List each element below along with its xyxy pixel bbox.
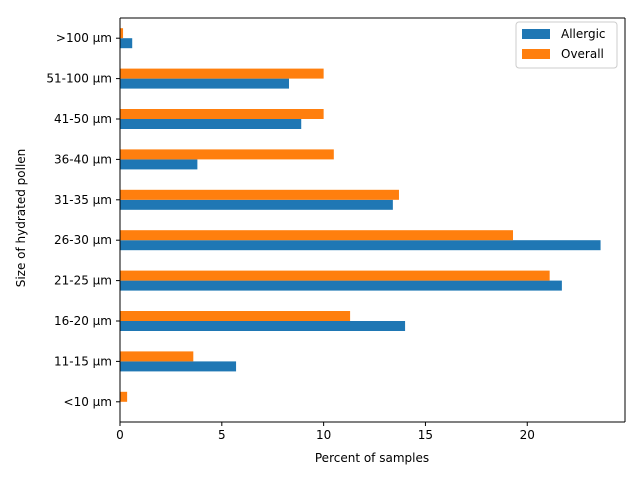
- bar-overall-9: [120, 28, 124, 39]
- bar-overall-3: [120, 270, 550, 281]
- x-ticks: 0 5 10 15 20: [116, 422, 535, 442]
- bar-overall-7: [120, 109, 324, 119]
- legend: Allergic Overall: [515, 21, 618, 69]
- y-tick-label: 41-50 µm: [54, 112, 112, 126]
- y-tick-label: <10 µm: [64, 395, 112, 409]
- y-tick-label: 36-40 µm: [54, 152, 112, 166]
- y-ticks: <10 µm 11-15 µm 16-20 µm 21-25 µm 26-30 µm 31…: [46, 31, 120, 409]
- x-tick-label: 20: [520, 428, 535, 442]
- legend-label-overall: Overall: [561, 47, 604, 61]
- bar-overall-8: [120, 68, 324, 79]
- bar-allergic-8: [120, 78, 290, 89]
- y-tick-label: >100 µm: [56, 31, 112, 45]
- bar-allergic-3: [120, 280, 562, 291]
- bar-overall-1: [120, 351, 194, 362]
- x-tick-label: 5: [218, 428, 226, 442]
- y-tick-label: 31-35 µm: [54, 193, 112, 207]
- legend-swatch-allergic: [522, 29, 550, 39]
- axes-layer: [119, 17, 626, 423]
- bar-overall-0: [120, 391, 128, 402]
- bar-allergic-6: [120, 159, 198, 170]
- y-tick-label: 11-15 µm: [54, 354, 112, 368]
- bar-overall-2: [120, 311, 351, 321]
- bar-overall-5: [120, 189, 399, 200]
- y-axis-label: Size of hydrated pollen: [14, 149, 28, 288]
- bar-allergic-2: [120, 321, 406, 331]
- y-tick-label: 51-100 µm: [46, 72, 112, 86]
- legend-swatch-overall: [522, 49, 550, 59]
- bars-layer: [120, 28, 601, 402]
- x-tick-label: 0: [116, 428, 124, 442]
- x-tick-label: 15: [418, 428, 433, 442]
- y-tick-label: 16-20 µm: [54, 314, 112, 328]
- x-tick-label: 10: [316, 428, 331, 442]
- bar-overall-6: [120, 149, 334, 160]
- x-axis-label: Percent of samples: [315, 451, 429, 465]
- bar-allergic-5: [120, 199, 393, 210]
- bar-allergic-4: [120, 240, 601, 251]
- legend-label-allergic: Allergic: [561, 27, 606, 41]
- bar-overall-4: [120, 230, 514, 241]
- y-tick-label: 26-30 µm: [54, 233, 112, 247]
- y-tick-label: 21-25 µm: [54, 274, 112, 288]
- bar-allergic-1: [120, 361, 237, 372]
- bar-allergic-7: [120, 119, 302, 129]
- bar-allergic-9: [120, 38, 133, 49]
